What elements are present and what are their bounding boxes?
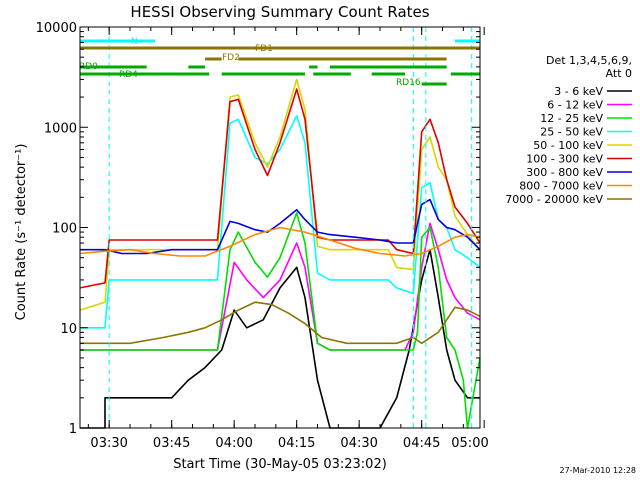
- flag-label-rd16: RD16: [396, 78, 421, 88]
- series-line-9: [80, 301, 481, 345]
- x-tick-label-3: 04:00: [215, 436, 252, 451]
- x-tick-label-2: 03:45: [153, 436, 190, 451]
- legend-label-3: 12 - 25 keV: [540, 112, 603, 125]
- legend-label-4: 25 - 50 keV: [540, 126, 603, 139]
- flag-label-fd2: FD2: [222, 53, 240, 63]
- x-tick-label-6: 04:45: [403, 436, 440, 451]
- x-tick-label-7: 05:00: [451, 436, 488, 451]
- series-line-8: [79, 226, 481, 257]
- y-axis-label: Count Rate (s⁻¹ detector⁻¹): [14, 144, 29, 321]
- flag-label-n: N: [131, 37, 138, 47]
- flag-label-rd0: RD0: [79, 62, 98, 72]
- chart-title: HESSI Observing Summary Count Rates: [130, 3, 429, 21]
- legend-header-line-1: Det 1,3,4,5,6,9,: [546, 54, 632, 67]
- y-tick-label-1: 1: [69, 422, 77, 437]
- x-tick-label-4: 04:15: [278, 436, 315, 451]
- legend-label-9: 7000 - 20000 keV: [505, 193, 603, 206]
- legend-header-line-2: Att 0: [606, 67, 632, 80]
- legend-label-5: 50 - 100 keV: [533, 139, 603, 152]
- vertical-line-layer: [108, 27, 473, 428]
- legend-label-7: 300 - 800 keV: [526, 166, 603, 179]
- series-line-6: [79, 88, 481, 289]
- flag-label-rd4: RD4: [119, 70, 138, 80]
- y-tick-label-5: 10000: [36, 21, 77, 36]
- y-tick-label-3: 100: [52, 222, 77, 237]
- series-line-3: [80, 212, 481, 429]
- flag-layer: N FD1 FD2 RD0 RD4 RD16: [79, 37, 480, 88]
- x-axis-label: Start Time (30-May-05 03:23:02): [173, 457, 387, 472]
- series-line-1: [80, 248, 480, 429]
- x-tick-label-5: 04:30: [340, 436, 377, 451]
- y-tick-label-4: 1000: [44, 121, 77, 136]
- legend-label-8: 800 - 7000 keV: [519, 180, 603, 193]
- series-line-7: [80, 198, 481, 255]
- y-tick-label-2: 10: [60, 322, 77, 337]
- date-stamp: 27-Mar-2010 12:28: [560, 466, 637, 475]
- legend-label-1: 3 - 6 keV: [554, 85, 603, 98]
- legend-label-6: 100 - 300 keV: [526, 153, 603, 166]
- axis-layer: 1 10 100 1000 10000 03:30 03:45 04:00 04:15 04:30…: [36, 21, 489, 451]
- series-line-4: [80, 115, 481, 329]
- flag-label-fd1: FD1: [255, 44, 273, 54]
- series-layer: [79, 78, 481, 429]
- legend-label-2: 6 - 12 keV: [547, 99, 603, 112]
- x-tick-label-1: 03:30: [90, 436, 127, 451]
